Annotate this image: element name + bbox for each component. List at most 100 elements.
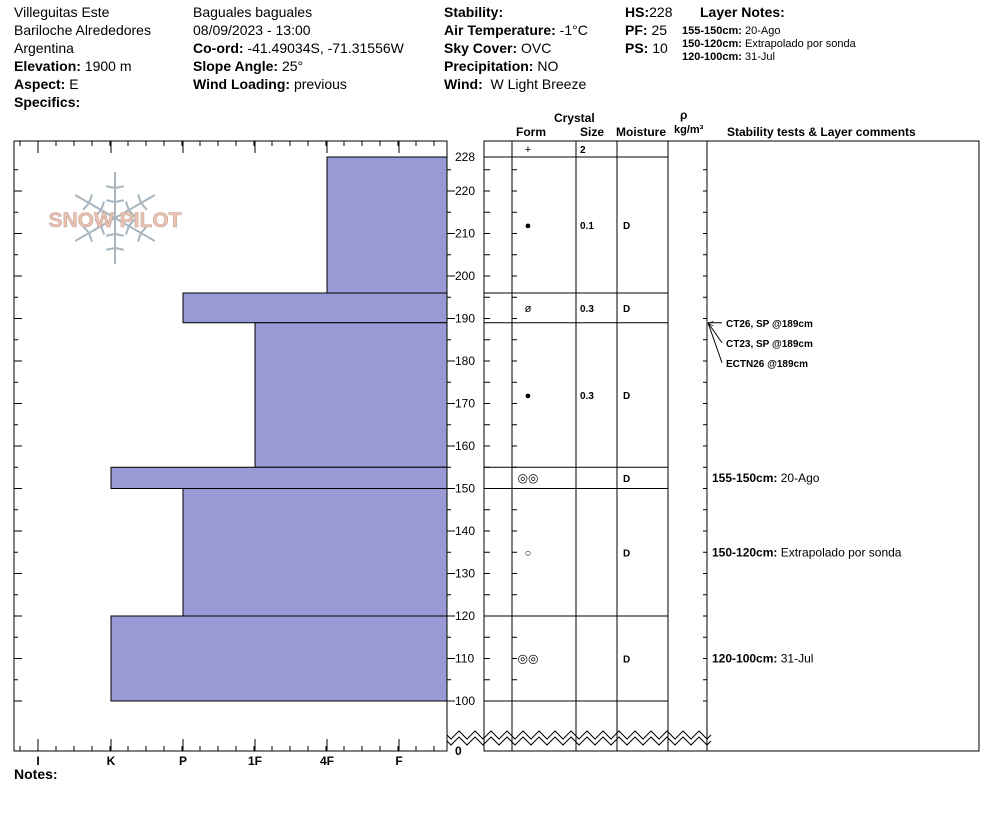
snowflake-icon [74, 172, 156, 264]
stability-test-arrow: < [708, 319, 714, 330]
flake-branch [114, 199, 125, 203]
layer-note-text: 31-Jul [745, 51, 775, 63]
wind-loading-label: Wind Loading: [193, 76, 291, 92]
flake-arm [74, 194, 116, 219]
aspect-row: Aspect: E [14, 76, 79, 92]
slope-value: 25° [281, 58, 304, 74]
depth-tick-label: 228 [455, 150, 475, 164]
grain-row: ◎◎ D [518, 471, 631, 485]
wind-loading-value: previous [293, 76, 347, 92]
grain-moisture: D [623, 221, 630, 232]
hs-value: 228 [649, 4, 673, 20]
layer-note-range: 155-150cm: [682, 25, 742, 37]
flake-branch [124, 225, 130, 235]
sky-label: Sky Cover: [444, 40, 518, 56]
depth-tick-label: 110 [455, 652, 474, 666]
flake-branch [94, 218, 102, 227]
flake-arm [74, 217, 116, 242]
density-unit: kg/m³ [674, 124, 704, 136]
depth-tick-label: 220 [455, 184, 475, 198]
layer-note-1: 155-150cm: 20-Ago [682, 25, 780, 37]
layer-comment-range: 150-120cm: [712, 545, 781, 559]
slope-row: Slope Angle: 25° [193, 58, 303, 74]
flake-branch [128, 218, 136, 227]
hardness-bar [110, 615, 448, 702]
wind-value: W Light Breeze [490, 76, 587, 92]
wind-label: Wind: [444, 76, 483, 92]
layer-comment-range: 120-100cm: [712, 652, 781, 666]
depth-tick-label: 210 [455, 227, 475, 241]
flake-branch [100, 225, 106, 235]
hardness-tick-label: 4F [320, 754, 334, 768]
hardness-tick-label: 1F [248, 754, 262, 768]
axis-break-zigzag [446, 736, 712, 746]
flake-branch [128, 209, 136, 218]
flake-branch [114, 247, 125, 251]
grain-table: +2● 0.1 Dø 0.3 D● 0.3 D◎◎ D○ D◎◎ D [484, 144, 668, 702]
grain-size: 2 [580, 145, 586, 156]
layer-note-text: 20-Ago [745, 25, 781, 37]
depth-tick-label: 200 [455, 269, 475, 283]
observation-datetime: 08/09/2023 - 13:00 [193, 22, 311, 38]
hardness-bar [182, 488, 448, 617]
grain-form-symbol: ◎◎ [518, 652, 539, 666]
sky-cover-row: Sky Cover: OVC [444, 40, 551, 56]
depth-tick-label: 170 [455, 397, 475, 411]
ps-value: 10 [652, 40, 668, 56]
pf-label: PF: [625, 22, 648, 38]
crystal-header: Crystal [554, 111, 595, 125]
flake-branch [88, 194, 93, 204]
flake-branch [88, 232, 93, 242]
flake-branch [124, 201, 130, 211]
axis-break-zigzag [446, 730, 712, 740]
grain-row: ø 0.3 D [525, 303, 631, 315]
flake-branch [114, 185, 125, 189]
hardness-tick-label: F [395, 754, 402, 768]
aspect-value: E [69, 76, 79, 92]
flake-branch [82, 202, 90, 211]
flake-branch [137, 232, 142, 242]
layer-note-range: 120-100cm: [682, 51, 742, 63]
stability-tests-header: Stability tests & Layer comments [727, 125, 916, 139]
elevation-row: Elevation: 1900 m [14, 58, 132, 74]
ps-row: PS: 10 [625, 40, 668, 56]
grain-row: ● 0.1 D [525, 220, 631, 232]
layer-comment-text: 20-Ago [781, 471, 820, 485]
layer-note-range: 150-120cm: [682, 38, 742, 50]
flake-arm [114, 217, 156, 242]
grain-form-symbol: ● [525, 390, 532, 402]
flake-arm [114, 194, 156, 219]
slope-label: Slope Angle: [193, 58, 279, 74]
hardness-bars [110, 156, 448, 702]
layer-note-2: 150-120cm: Extrapolado por sonda [682, 38, 856, 50]
layer-comment: 120-100cm: 31-Jul [712, 652, 813, 666]
layer-comment: 150-120cm: Extrapolado por sonda [712, 545, 902, 559]
depth-tick-label: 120 [455, 609, 475, 623]
layer-comment-text: 31-Jul [781, 652, 814, 666]
logo-text: SNOW PILOT [49, 209, 182, 232]
coord-value: -41.49034S, -71.31556W [247, 40, 404, 56]
grain-size: 0.1 [580, 221, 594, 232]
density-symbol: ρ [680, 108, 688, 122]
depth-tick-label: 100 [455, 694, 475, 708]
grain-moisture: D [623, 655, 630, 666]
moisture-header: Moisture [616, 125, 667, 139]
coord-label: Co-ord: [193, 40, 244, 56]
depth-tick-label: 180 [455, 354, 475, 368]
layer-comment: 155-150cm: 20-Ago [712, 471, 820, 485]
grain-moisture: D [623, 474, 630, 485]
location-line-2: Bariloche Alrededores [14, 22, 151, 38]
stability-label: Stability: [444, 4, 504, 20]
hs-label: HS: [625, 4, 650, 20]
flake-branch [105, 247, 116, 251]
precipitation-row: Precipitation: NO [444, 58, 558, 74]
stability-tests: CT26, SP @189cm CT23, SP @189cm ECTN26 @18… [707, 319, 902, 666]
flake-branch [94, 209, 102, 218]
precip-label: Precipitation: [444, 58, 534, 74]
grain-form-symbol: ● [525, 220, 532, 232]
depth-tick-label: 140 [455, 524, 475, 538]
layer-comment-text: Extrapolado por sonda [781, 545, 902, 559]
stability-test-leader [707, 322, 723, 344]
layer-note-3: 120-100cm: 31-Jul [682, 51, 775, 63]
flake-branch [140, 202, 148, 211]
